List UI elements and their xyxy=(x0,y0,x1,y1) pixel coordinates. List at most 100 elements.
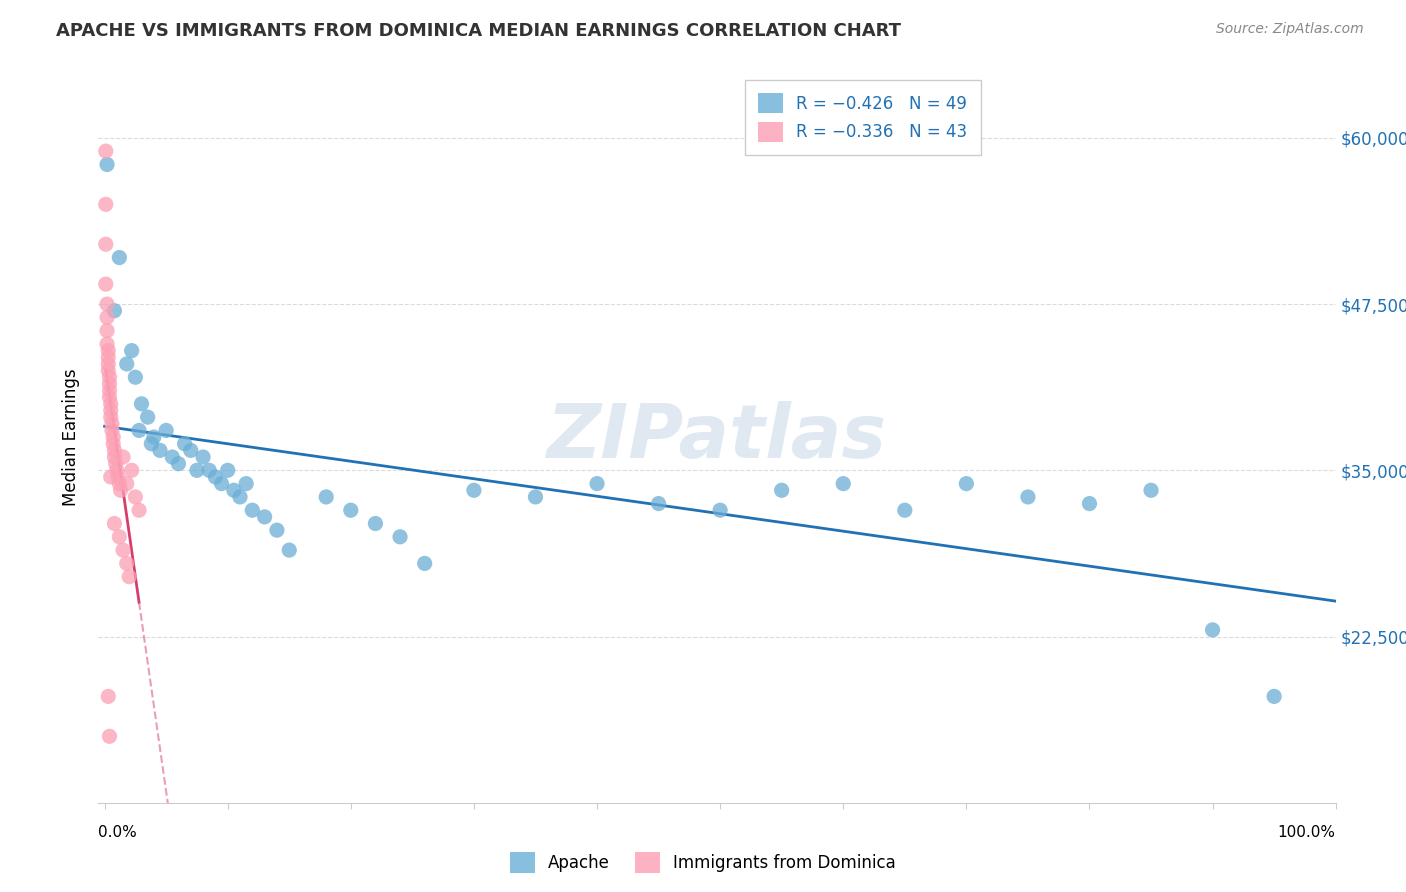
Point xyxy=(413,557,436,571)
Point xyxy=(98,390,121,404)
Point xyxy=(278,543,301,558)
Point xyxy=(1201,623,1223,637)
Point xyxy=(124,490,146,504)
Point xyxy=(186,463,208,477)
Point xyxy=(103,443,125,458)
Point xyxy=(340,503,363,517)
Point xyxy=(315,490,337,504)
Point xyxy=(94,237,117,252)
Point xyxy=(107,470,129,484)
Point xyxy=(709,503,731,517)
Point xyxy=(128,424,150,438)
Point xyxy=(94,197,117,211)
Point xyxy=(142,430,165,444)
Point xyxy=(98,384,121,398)
Point xyxy=(1263,690,1285,704)
Point xyxy=(97,343,120,358)
Point xyxy=(115,557,138,571)
Point xyxy=(105,463,128,477)
Point xyxy=(253,509,276,524)
Point xyxy=(222,483,245,498)
Point xyxy=(100,403,122,417)
Point xyxy=(180,443,202,458)
Point xyxy=(1017,490,1039,504)
Point xyxy=(524,490,547,504)
Point xyxy=(121,343,143,358)
Point xyxy=(96,310,118,325)
Point xyxy=(112,543,135,558)
Point xyxy=(1140,483,1163,498)
Point xyxy=(121,463,143,477)
Point xyxy=(112,450,135,464)
Point xyxy=(98,370,121,384)
Point xyxy=(96,337,118,351)
Point xyxy=(128,503,150,517)
Point xyxy=(131,397,153,411)
Point xyxy=(108,476,131,491)
Point xyxy=(100,410,122,425)
Point xyxy=(101,417,124,431)
Legend: R = −0.426   N = 49, R = −0.336   N = 43: R = −0.426 N = 49, R = −0.336 N = 43 xyxy=(745,79,981,155)
Point xyxy=(389,530,412,544)
Point xyxy=(103,516,125,531)
Point xyxy=(647,497,669,511)
Point xyxy=(97,351,120,365)
Point xyxy=(136,410,159,425)
Point xyxy=(204,470,226,484)
Point xyxy=(100,470,122,484)
Point xyxy=(115,476,138,491)
Point xyxy=(97,690,120,704)
Point xyxy=(103,303,125,318)
Point xyxy=(1078,497,1101,511)
Point xyxy=(98,376,121,391)
Point xyxy=(162,450,184,464)
Text: Source: ZipAtlas.com: Source: ZipAtlas.com xyxy=(1216,22,1364,37)
Point xyxy=(96,157,118,171)
Text: ZIPatlas: ZIPatlas xyxy=(547,401,887,474)
Point xyxy=(97,363,120,377)
Point xyxy=(211,476,233,491)
Point xyxy=(266,523,288,537)
Point xyxy=(94,144,117,158)
Point xyxy=(770,483,793,498)
Point xyxy=(96,324,118,338)
Point xyxy=(229,490,252,504)
Point xyxy=(167,457,190,471)
Point xyxy=(100,397,122,411)
Text: 100.0%: 100.0% xyxy=(1278,825,1336,840)
Point xyxy=(235,476,257,491)
Point xyxy=(149,443,172,458)
Point xyxy=(101,424,124,438)
Point xyxy=(96,297,118,311)
Point xyxy=(103,450,125,464)
Point xyxy=(115,357,138,371)
Point xyxy=(98,729,121,743)
Point xyxy=(124,370,146,384)
Point xyxy=(586,476,609,491)
Point xyxy=(103,430,125,444)
Point xyxy=(97,357,120,371)
Point xyxy=(155,424,177,438)
Point xyxy=(118,570,141,584)
Point xyxy=(217,463,239,477)
Point xyxy=(94,277,117,292)
Point xyxy=(364,516,387,531)
Legend: Apache, Immigrants from Dominica: Apache, Immigrants from Dominica xyxy=(503,846,903,880)
Point xyxy=(141,436,163,450)
Point xyxy=(103,436,125,450)
Point xyxy=(191,450,214,464)
Point xyxy=(110,483,132,498)
Point xyxy=(955,476,977,491)
Point xyxy=(198,463,221,477)
Point xyxy=(894,503,917,517)
Point xyxy=(463,483,485,498)
Point xyxy=(108,251,131,265)
Point xyxy=(240,503,263,517)
Point xyxy=(832,476,855,491)
Point xyxy=(104,457,127,471)
Y-axis label: Median Earnings: Median Earnings xyxy=(62,368,80,506)
Text: APACHE VS IMMIGRANTS FROM DOMINICA MEDIAN EARNINGS CORRELATION CHART: APACHE VS IMMIGRANTS FROM DOMINICA MEDIA… xyxy=(56,22,901,40)
Point xyxy=(108,530,131,544)
Text: 0.0%: 0.0% xyxy=(98,825,138,840)
Point xyxy=(173,436,195,450)
